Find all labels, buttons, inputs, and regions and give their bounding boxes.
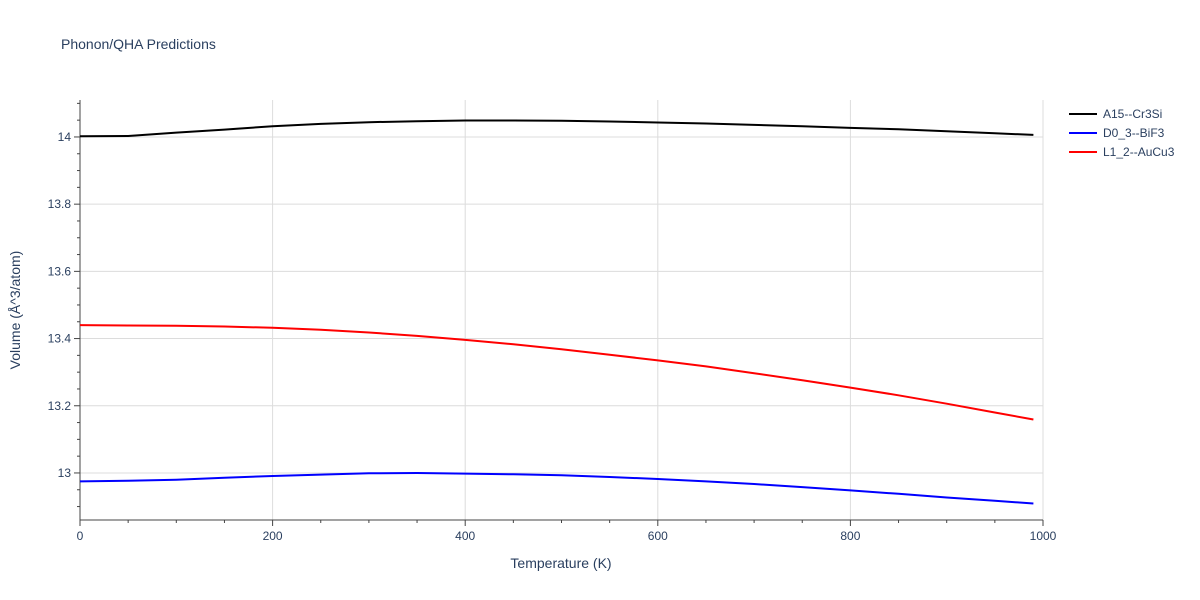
gridlines [80, 100, 1044, 520]
series-lines [79, 119, 1034, 505]
x-tick-label: 600 [648, 529, 668, 543]
x-tick-label: 400 [455, 529, 475, 543]
x-tick-label: 1000 [1030, 529, 1057, 543]
chart-title: Phonon/QHA Predictions [61, 36, 216, 52]
legend-label: D0_3--BiF3 [1103, 126, 1165, 140]
x-tick-label: 800 [840, 529, 860, 543]
legend-label: L1_2--AuCu3 [1103, 145, 1175, 159]
y-tick-label: 13 [58, 466, 72, 480]
series-line [79, 472, 1034, 505]
tick-labels: 0 200 400 600 800 1000 13 13.2 13.4 13.6 13.8 14 [48, 130, 1057, 543]
x-tick-label: 200 [263, 529, 283, 543]
y-tick-label: 13.4 [48, 332, 72, 346]
y-tick-label: 13.2 [48, 399, 72, 413]
series-line [79, 324, 1034, 421]
legend: A15--Cr3Si D0_3--BiF3 L1_2--AuCu3 [1069, 107, 1175, 159]
legend-label: A15--Cr3Si [1103, 107, 1162, 121]
series-line [79, 119, 1034, 138]
x-tick-label: 0 [77, 529, 84, 543]
x-axis-title: Temperature (K) [510, 555, 611, 571]
y-tick-label: 14 [58, 130, 72, 144]
y-tick-label: 13.6 [48, 264, 72, 278]
axes [74, 100, 1044, 526]
y-tick-label: 13.8 [48, 197, 72, 211]
y-axis-title: Volume (Å^3/atom) [7, 251, 23, 370]
